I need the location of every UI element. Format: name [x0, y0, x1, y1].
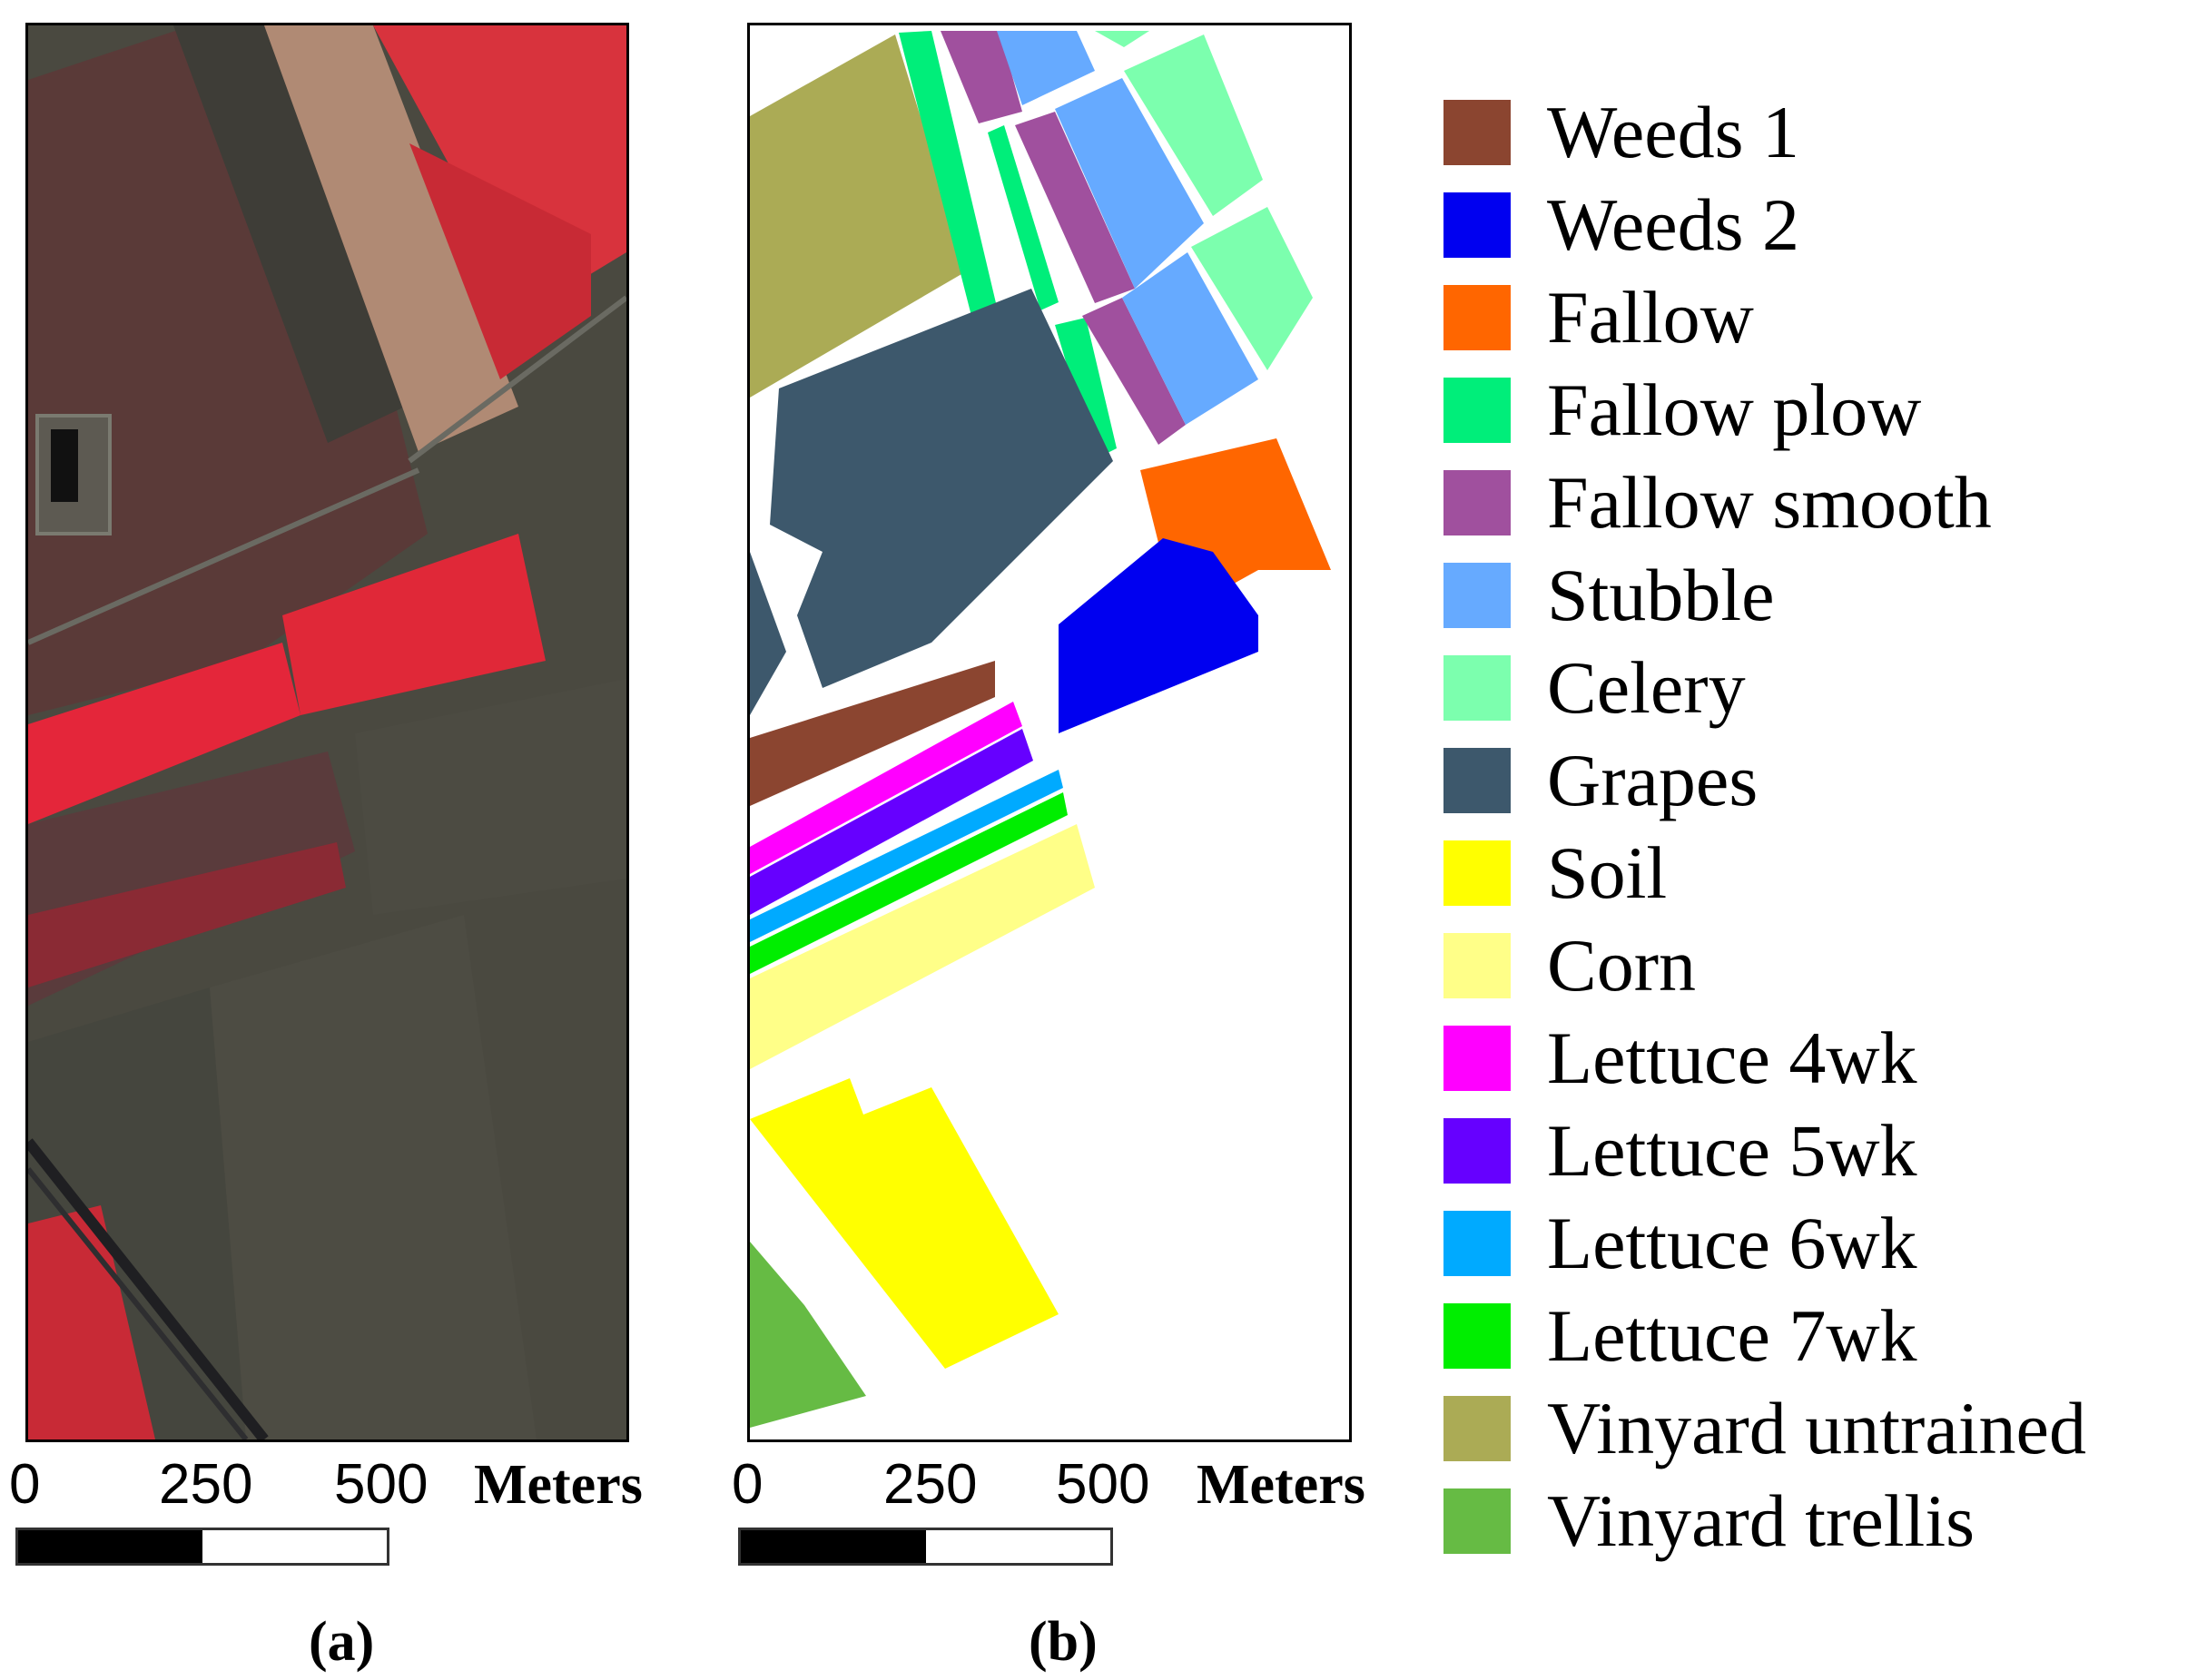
legend-label: Grapes: [1547, 739, 1759, 821]
legend-swatch: [1443, 378, 1511, 443]
scale-unit-b: Meters: [1197, 1454, 1365, 1516]
legend-item: Fallow: [1443, 276, 1754, 359]
legend-label: Vinyard untrained: [1547, 1387, 2086, 1469]
legend-swatch: [1443, 1211, 1511, 1276]
panel-label-a: (a): [309, 1611, 375, 1673]
legend-label: Corn: [1547, 924, 1696, 1007]
legend-swatch: [1443, 1396, 1511, 1461]
legend-item: Fallow plow: [1443, 368, 1922, 451]
legend-item: Lettuce 5wk: [1443, 1109, 1917, 1192]
panel-label-b: (b): [1029, 1611, 1098, 1673]
legend-label: Lettuce 7wk: [1547, 1294, 1917, 1377]
legend-swatch: [1443, 1118, 1511, 1184]
legend-swatch: [1443, 470, 1511, 535]
legend-swatch: [1443, 933, 1511, 998]
legend-swatch: [1443, 1303, 1511, 1369]
scale-tick-a-0: 0: [9, 1453, 41, 1516]
legend-swatch: [1443, 655, 1511, 721]
legend-item: Fallow smooth: [1443, 461, 1992, 544]
scale-tick-b-250: 250: [883, 1453, 978, 1516]
legend-label: Lettuce 4wk: [1547, 1017, 1917, 1099]
legend-item: Celery: [1443, 646, 1746, 729]
legend-item: Lettuce 4wk: [1443, 1017, 1917, 1099]
scale-tick-b-0: 0: [732, 1453, 764, 1516]
legend-item: Stubble: [1443, 554, 1775, 636]
ground-truth-map-panel: [747, 23, 1352, 1442]
legend-label: Fallow smooth: [1547, 461, 1992, 544]
legend-label: Fallow plow: [1547, 368, 1922, 451]
legend-item: Weeds 2: [1443, 183, 1800, 266]
legend-item: Grapes: [1443, 739, 1759, 821]
legend-swatch: [1443, 100, 1511, 165]
legend-swatch: [1443, 1026, 1511, 1091]
legend-label: Lettuce 5wk: [1547, 1109, 1917, 1192]
ground-truth-map: [750, 31, 1331, 1428]
legend-swatch: [1443, 285, 1511, 350]
legend-label: Fallow: [1547, 276, 1754, 359]
legend-label: Weeds 1: [1547, 91, 1800, 173]
legend-swatch: [1443, 748, 1511, 813]
legend-swatch: [1443, 1488, 1511, 1554]
scale-unit-a: Meters: [474, 1454, 643, 1516]
legend-item: Vinyard trellis: [1443, 1479, 1975, 1562]
legend-label: Lettuce 6wk: [1547, 1202, 1917, 1284]
legend-swatch: [1443, 840, 1511, 906]
legend-label: Weeds 2: [1547, 183, 1800, 266]
scale-tick-a-250: 250: [159, 1453, 253, 1516]
legend-item: Weeds 1: [1443, 91, 1800, 173]
satellite-image: [28, 25, 626, 1439]
legend-item: Soil: [1443, 831, 1668, 914]
legend-item: Corn: [1443, 924, 1696, 1007]
scale-tick-a-500: 500: [334, 1453, 429, 1516]
legend-item: Lettuce 6wk: [1443, 1202, 1917, 1284]
scale-bar-b: [738, 1528, 1113, 1566]
scale-bar-a: [15, 1528, 389, 1566]
legend-swatch: [1443, 563, 1511, 628]
legend-label: Stubble: [1547, 554, 1775, 636]
satellite-image-panel: [25, 23, 629, 1442]
legend-label: Soil: [1547, 831, 1668, 914]
scale-tick-b-500: 500: [1056, 1453, 1150, 1516]
legend-label: Celery: [1547, 646, 1746, 729]
legend-label: Vinyard trellis: [1547, 1479, 1975, 1562]
legend-swatch: [1443, 192, 1511, 258]
legend-item: Lettuce 7wk: [1443, 1294, 1917, 1377]
legend-item: Vinyard untrained: [1443, 1387, 2086, 1469]
